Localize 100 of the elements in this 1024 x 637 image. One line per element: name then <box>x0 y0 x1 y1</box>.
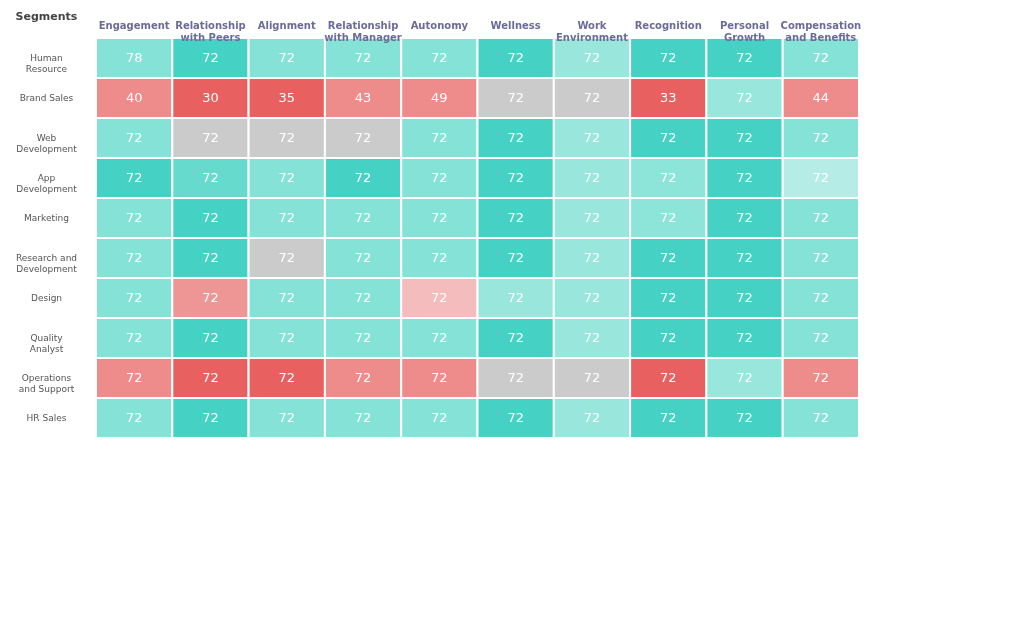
data-label: 72 <box>431 250 448 265</box>
data-label: 72 <box>659 210 677 225</box>
data-label: 72 <box>583 330 601 345</box>
data-label: 72 <box>812 330 830 345</box>
data-label: 72 <box>583 410 601 425</box>
data-label: 72 <box>202 50 219 65</box>
data-label: 72 <box>354 170 372 185</box>
y-tick-label: Research and Development <box>15 253 78 274</box>
data-label: 72 <box>583 210 601 225</box>
data-label: 72 <box>431 370 448 385</box>
data-label: 72 <box>583 130 601 145</box>
y-tick-label: Operations and Support <box>18 373 75 394</box>
data-label: 72 <box>431 170 448 185</box>
x-tick-label: Engagement <box>98 19 170 31</box>
data-label: 72 <box>125 170 143 185</box>
data-label: 72 <box>507 130 524 145</box>
data-label: 72 <box>812 290 830 305</box>
data-label: 72 <box>431 290 448 305</box>
data-label: 72 <box>736 290 753 305</box>
data-label: 72 <box>278 170 296 185</box>
y-axis-title: Segments <box>15 9 78 23</box>
data-label: 72 <box>659 130 677 145</box>
y-tick-label: Human Resource <box>25 53 68 74</box>
x-tick-label: Recognition <box>634 19 702 31</box>
data-label: 72 <box>202 210 219 225</box>
data-label: 35 <box>278 90 296 105</box>
data-label: 72 <box>659 290 677 305</box>
data-label: 49 <box>431 90 448 105</box>
data-label: 72 <box>278 290 296 305</box>
data-label: 72 <box>278 50 296 65</box>
data-label: 72 <box>507 50 524 65</box>
data-label: 72 <box>431 410 448 425</box>
data-label: 72 <box>812 370 830 385</box>
data-label: 72 <box>354 210 372 225</box>
data-label: 72 <box>125 130 143 145</box>
data-label: 78 <box>125 50 143 65</box>
data-label: 72 <box>125 250 143 265</box>
data-label: 72 <box>736 410 753 425</box>
data-label: 72 <box>354 410 372 425</box>
data-label: 72 <box>278 210 296 225</box>
data-label: 72 <box>202 290 219 305</box>
y-tick-label: App Development <box>16 173 78 194</box>
data-label: 72 <box>507 250 524 265</box>
data-label: 72 <box>354 250 372 265</box>
y-tick-label: Quality Analyst <box>29 333 64 354</box>
x-tick-label: Alignment <box>257 19 316 31</box>
data-label: 72 <box>736 90 753 105</box>
data-label: 72 <box>354 290 372 305</box>
data-label: 43 <box>354 90 372 105</box>
x-tick-label: Wellness <box>490 19 541 31</box>
data-label: 72 <box>812 170 830 185</box>
data-label: 72 <box>812 250 830 265</box>
data-label: 72 <box>507 410 524 425</box>
data-label: 72 <box>354 370 372 385</box>
data-label: 72 <box>659 330 677 345</box>
data-label: 44 <box>812 90 830 105</box>
data-label: 72 <box>431 210 448 225</box>
data-label: 72 <box>736 330 753 345</box>
data-label: 72 <box>202 370 219 385</box>
data-label: 72 <box>659 170 677 185</box>
data-label: 72 <box>736 130 753 145</box>
data-label: 72 <box>812 50 830 65</box>
data-label: 72 <box>278 370 296 385</box>
data-label: 72 <box>354 50 372 65</box>
data-label: 40 <box>125 90 143 105</box>
data-label: 72 <box>278 410 296 425</box>
data-label: 72 <box>812 410 830 425</box>
data-label: 72 <box>583 250 601 265</box>
data-label: 72 <box>736 370 753 385</box>
data-label: 72 <box>202 410 219 425</box>
data-label: 33 <box>659 90 677 105</box>
data-label: 72 <box>125 210 143 225</box>
data-label: 72 <box>736 50 753 65</box>
data-label: 72 <box>659 410 677 425</box>
data-label: 72 <box>583 50 601 65</box>
y-tick-label: Web Development <box>16 133 78 154</box>
y-tick-label: Marketing <box>24 213 69 223</box>
data-label: 72 <box>431 330 448 345</box>
data-label: 72 <box>202 330 219 345</box>
data-label: 72 <box>583 290 601 305</box>
data-label: 72 <box>812 210 830 225</box>
data-label: 72 <box>736 210 753 225</box>
y-tick-label: Design <box>30 293 63 303</box>
data-label: 72 <box>125 410 143 425</box>
data-label: 72 <box>507 290 524 305</box>
data-label: 72 <box>354 330 372 345</box>
data-label: 72 <box>659 250 677 265</box>
data-label: 72 <box>507 330 524 345</box>
data-label: 72 <box>278 330 296 345</box>
data-label: 72 <box>431 130 448 145</box>
y-tick-label: Brand Sales <box>19 93 74 103</box>
data-label: 30 <box>202 90 219 105</box>
data-label: 72 <box>507 210 524 225</box>
data-label: 72 <box>125 290 143 305</box>
y-tick-label: HR Sales <box>26 413 67 423</box>
data-label: 72 <box>507 170 524 185</box>
data-label: 72 <box>202 170 219 185</box>
data-label: 72 <box>659 370 677 385</box>
data-label: 72 <box>659 50 677 65</box>
data-label: 72 <box>431 50 448 65</box>
